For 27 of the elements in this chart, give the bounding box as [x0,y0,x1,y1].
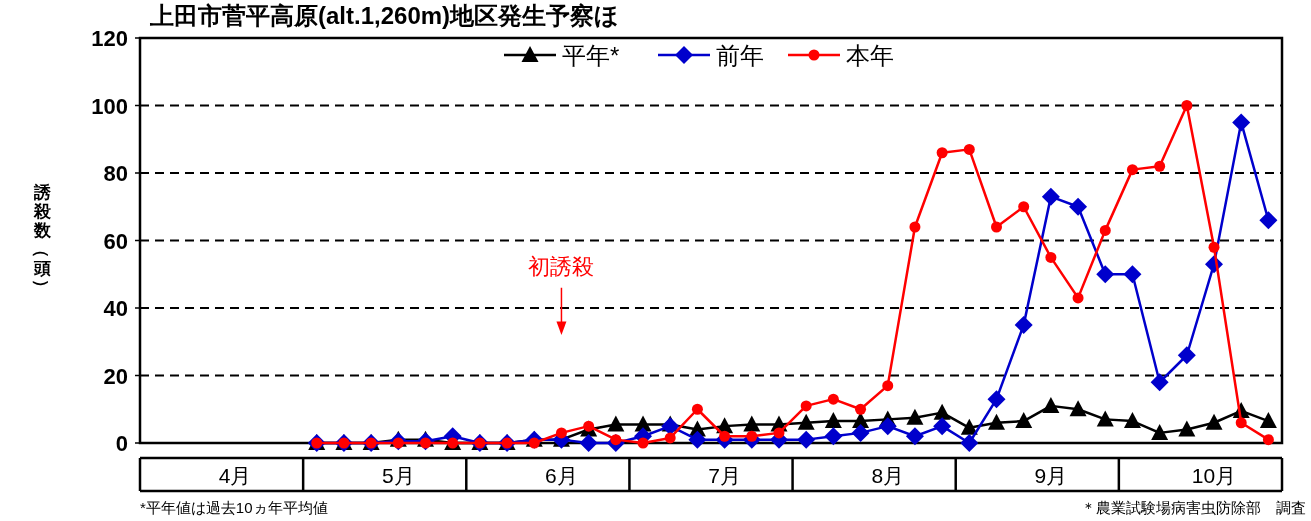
ylabel: 数 [33,221,51,240]
ylabel: ） [32,278,51,296]
ytick: 20 [103,363,128,389]
annotation: ＊農業試験場病害虫防除部 調査 [1081,499,1306,516]
ytick: 60 [103,228,128,254]
ylabel: 殺 [33,202,51,221]
xtick: 7月 [708,464,741,487]
annotation: *平年値は過去10ヵ年平均値 [140,499,328,516]
ylabel: （ [32,240,51,258]
ytick: 40 [103,296,128,321]
legend-label: 平年* [562,42,620,69]
xtick: 5月 [381,464,415,487]
annotation: 初誘殺 [528,254,595,280]
ylabel: 誘 [33,183,51,202]
ytick: 120 [91,26,128,51]
xtick: 10月 [1191,464,1237,487]
ytick: 100 [91,93,128,119]
legend-label: 本年 [846,42,894,69]
xtick: 6月 [545,464,578,487]
ytick: 80 [103,161,128,186]
xtick: 8月 [871,464,905,487]
xtick: 4月 [218,464,252,487]
xtick: 9月 [1034,464,1068,487]
ytick: 0 [115,431,128,456]
title: 上田市菅平高原(alt.1,260m)地区発生予察ほ [150,2,620,29]
ylabel: 頭 [33,259,51,278]
legend-label: 前年 [716,42,764,69]
